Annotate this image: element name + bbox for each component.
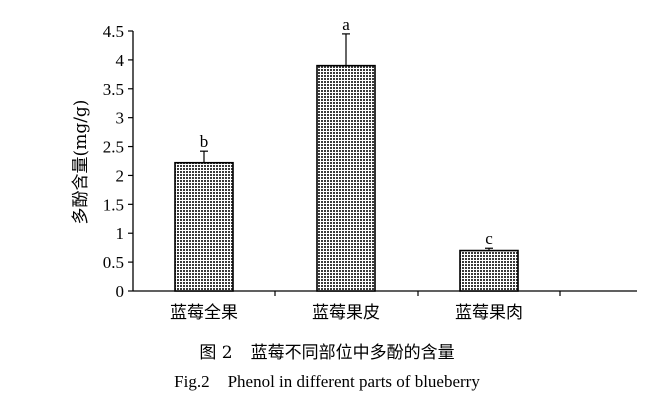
figure-number-en: Fig.2	[174, 372, 210, 391]
x-category-label: 蓝莓全果	[170, 303, 238, 323]
y-tick-label: 1.5	[103, 195, 124, 214]
y-axis-label: 多酚含量(mg/g)	[71, 100, 91, 225]
figure-caption-chinese: 图 2 蓝莓不同部位中多酚的含量	[0, 338, 654, 363]
x-category-label: 蓝莓果皮	[312, 303, 380, 323]
figure-number-cn: 图 2	[199, 343, 233, 363]
x-category-label: 蓝莓果肉	[455, 303, 523, 323]
y-tick-label: 3	[116, 109, 125, 128]
significance-letter-3: c	[485, 229, 493, 248]
y-tick-label: 0	[116, 282, 125, 301]
y-tick-label: 1	[116, 224, 125, 243]
significance-letter-1: b	[200, 132, 209, 151]
figure-title-cn: 蓝莓不同部位中多酚的含量	[250, 343, 455, 363]
bar-3	[459, 249, 519, 292]
bar-2	[316, 64, 376, 292]
y-tick-label: 2.5	[103, 138, 124, 157]
y-tick-label: 3.5	[103, 80, 124, 99]
significance-letter-2: a	[342, 15, 350, 34]
y-tick-label: 4.5	[103, 22, 124, 41]
figure-caption-english: Fig.2 Phenol in different parts of bluebe…	[0, 372, 654, 392]
figure-title-en: Phenol in different parts of blueberry	[227, 372, 480, 391]
y-tick-label: 4	[116, 51, 125, 70]
y-tick-label: 2	[116, 166, 125, 185]
bar-1	[174, 161, 234, 292]
y-tick-label: 0.5	[103, 253, 124, 272]
bar-chart: 0 0.5 1 1.5 2 2.5 3 3.5 4 4.5 多酚含量(mg/g) b 蓝莓全果 a 蓝莓果皮…	[71, 15, 637, 323]
